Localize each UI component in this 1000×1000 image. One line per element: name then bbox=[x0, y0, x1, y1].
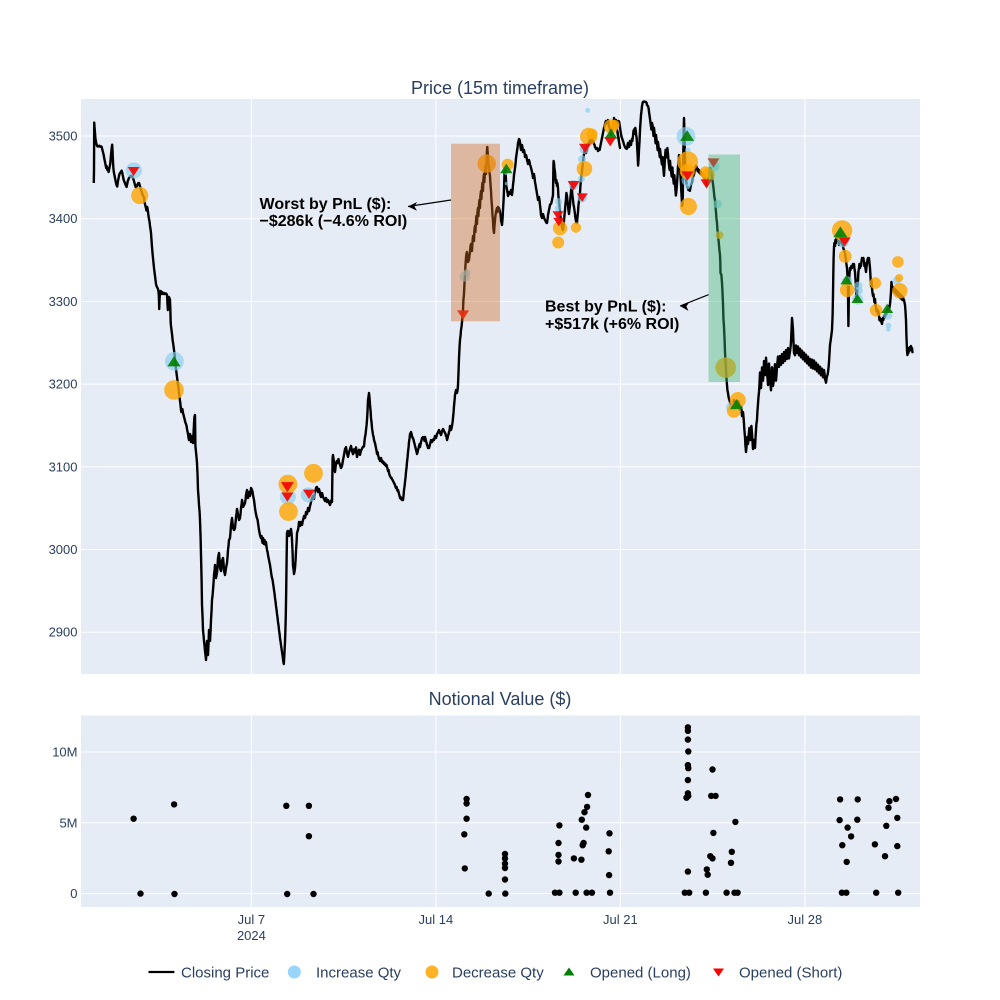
svg-text:Price (15m timeframe): Price (15m timeframe) bbox=[411, 78, 589, 98]
svg-text:−$286k (−4.6% ROI): −$286k (−4.6% ROI) bbox=[260, 213, 408, 230]
svg-text:Jul 28: Jul 28 bbox=[788, 912, 823, 927]
svg-text:3500: 3500 bbox=[49, 129, 78, 144]
svg-text:2024: 2024 bbox=[237, 928, 266, 943]
svg-text:3400: 3400 bbox=[49, 211, 78, 226]
svg-text:0: 0 bbox=[70, 886, 77, 901]
svg-text:Jul 21: Jul 21 bbox=[603, 912, 638, 927]
svg-text:Best by PnL ($):: Best by PnL ($): bbox=[545, 298, 667, 315]
svg-text:Opened (Long): Opened (Long) bbox=[590, 964, 691, 981]
svg-text:Jul 14: Jul 14 bbox=[419, 912, 454, 927]
svg-text:Jul 7: Jul 7 bbox=[238, 912, 265, 927]
svg-text:10M: 10M bbox=[52, 745, 77, 760]
svg-text:3000: 3000 bbox=[49, 542, 78, 557]
svg-text:5M: 5M bbox=[59, 815, 77, 830]
svg-text:3300: 3300 bbox=[49, 294, 78, 309]
svg-text:+$517k (+6% ROI): +$517k (+6% ROI) bbox=[545, 316, 679, 333]
svg-text:Opened (Short): Opened (Short) bbox=[739, 964, 842, 981]
svg-text:Decrease Qty: Decrease Qty bbox=[452, 964, 544, 981]
svg-text:2900: 2900 bbox=[49, 625, 78, 640]
svg-text:Notional Value ($): Notional Value ($) bbox=[429, 689, 572, 709]
svg-text:Increase Qty: Increase Qty bbox=[316, 964, 402, 981]
svg-text:Worst by PnL ($):: Worst by PnL ($): bbox=[260, 196, 392, 213]
svg-text:Closing Price: Closing Price bbox=[181, 964, 269, 981]
svg-text:3200: 3200 bbox=[49, 377, 78, 392]
svg-text:3100: 3100 bbox=[49, 459, 78, 474]
